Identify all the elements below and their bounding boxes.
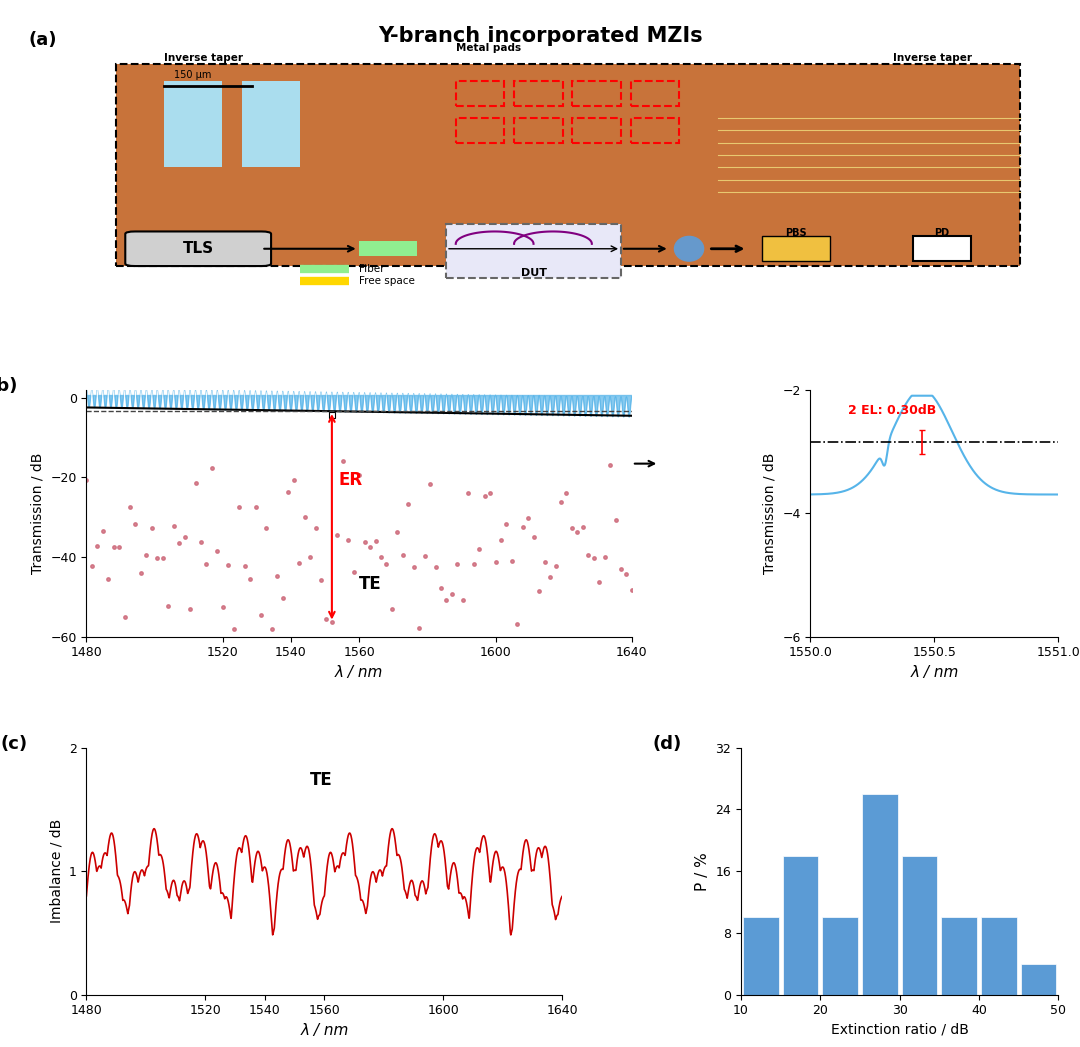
Y-axis label: Transmission / dB: Transmission / dB: [30, 452, 44, 574]
Text: Metal pads: Metal pads: [456, 43, 521, 53]
Text: PD: PD: [934, 228, 949, 239]
Text: TE: TE: [310, 771, 333, 788]
Text: ER: ER: [339, 471, 363, 489]
Text: 150 μm: 150 μm: [174, 70, 212, 81]
Y-axis label: Transmission / dB: Transmission / dB: [762, 452, 777, 574]
Ellipse shape: [674, 237, 704, 261]
FancyBboxPatch shape: [359, 242, 417, 257]
X-axis label: λ / nm: λ / nm: [910, 665, 959, 680]
Bar: [862, 794, 897, 995]
Text: (a): (a): [28, 31, 56, 49]
FancyBboxPatch shape: [446, 224, 621, 279]
Bar: [902, 855, 937, 995]
Text: (b): (b): [0, 377, 17, 395]
Bar: [822, 917, 858, 995]
X-axis label: λ / nm: λ / nm: [300, 1023, 349, 1038]
Bar: [743, 917, 779, 995]
Text: (c): (c): [1, 735, 28, 753]
FancyBboxPatch shape: [242, 81, 300, 168]
Bar: [783, 855, 819, 995]
Y-axis label: P / %: P / %: [696, 852, 710, 891]
Text: TLS: TLS: [183, 241, 214, 257]
Text: (d): (d): [652, 735, 681, 753]
Text: 2 EL: 0.30dB: 2 EL: 0.30dB: [848, 404, 936, 418]
Y-axis label: Imbalance / dB: Imbalance / dB: [49, 819, 63, 923]
Text: PBS: PBS: [785, 228, 807, 239]
Bar: [981, 917, 1016, 995]
Text: Y-branch incorporated MZIs: Y-branch incorporated MZIs: [378, 26, 702, 46]
Text: Free space: Free space: [359, 275, 415, 286]
Bar: [942, 917, 977, 995]
FancyBboxPatch shape: [125, 231, 271, 266]
Text: TE: TE: [360, 575, 382, 593]
Bar: [1021, 964, 1056, 995]
X-axis label: Extinction ratio / dB: Extinction ratio / dB: [831, 1023, 969, 1037]
FancyBboxPatch shape: [116, 64, 1020, 266]
Text: Fiber: Fiber: [359, 264, 384, 273]
FancyBboxPatch shape: [913, 237, 971, 261]
X-axis label: λ / nm: λ / nm: [335, 665, 383, 680]
Text: Inverse taper: Inverse taper: [893, 53, 972, 63]
FancyBboxPatch shape: [164, 81, 222, 168]
Text: Inverse taper: Inverse taper: [164, 53, 243, 63]
Text: DUT: DUT: [521, 268, 546, 277]
FancyBboxPatch shape: [762, 237, 831, 261]
